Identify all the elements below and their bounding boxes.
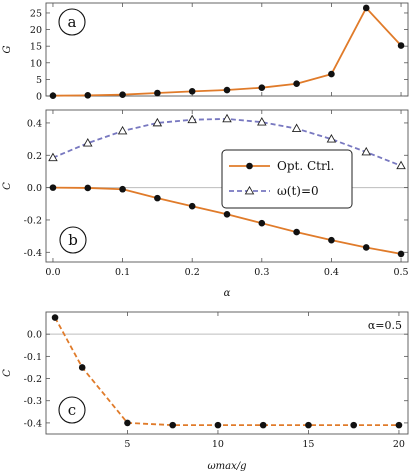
data-point-triangle: [187, 114, 197, 124]
data-point-dot: [258, 84, 266, 91]
data-point-dot: [362, 4, 370, 12]
data-point-dot: [78, 364, 86, 371]
data-point-dot: [169, 421, 176, 429]
data-point-dot: [223, 86, 231, 94]
x-tick-label: 5: [124, 439, 130, 450]
y-tick-label: 25: [30, 8, 42, 19]
y-tick-label: 0.4: [27, 118, 42, 129]
data-point-dot: [124, 419, 131, 427]
data-point-dot: [188, 202, 196, 210]
data-point-triangle: [222, 113, 232, 123]
data-point-dot: [395, 421, 403, 429]
data-point-dot: [362, 244, 370, 251]
data-point-dot: [397, 42, 405, 49]
x-tick-label: 0.0: [45, 267, 60, 278]
y-tick-label: 20: [30, 25, 42, 36]
data-point-triangle: [291, 123, 302, 132]
data-point-triangle: [257, 117, 267, 126]
data-point-dot: [51, 314, 59, 321]
data-point-triangle: [361, 146, 371, 156]
x-axis-label: α: [224, 288, 231, 299]
y-tick-label: 0.2: [27, 151, 42, 162]
data-point-dot: [328, 70, 335, 78]
y-tick-label: -0.2: [24, 374, 42, 385]
data-point-dot: [49, 184, 57, 191]
data-point-triangle: [48, 152, 58, 162]
data-point-dot: [259, 421, 267, 429]
data-point-dot: [84, 92, 92, 99]
y-tick-label: 5: [36, 75, 42, 86]
data-point-dot: [154, 89, 161, 97]
alpha-annotation: α=0.5: [368, 319, 402, 332]
data-point-dot: [119, 91, 126, 98]
x-tick-label: 15: [302, 439, 314, 450]
legend-label-free: ω(t)=0: [277, 184, 319, 198]
data-point-triangle: [152, 117, 163, 127]
legend-label-opt-ctrl: Opt. Ctrl.: [277, 159, 334, 173]
x-tick-label: 0.1: [115, 267, 130, 278]
panel-label: c: [68, 401, 76, 419]
data-point-triangle: [83, 138, 93, 147]
x-tick-label: 0.3: [254, 267, 269, 278]
panel-label-circle: [58, 396, 86, 424]
data-point-dot: [328, 236, 335, 244]
plot-frame: [45, 2, 409, 97]
data-point-dot: [305, 421, 312, 429]
y-axis-label: G: [2, 46, 13, 54]
data-point-dot: [84, 184, 92, 192]
panel-label-circle: [59, 226, 87, 254]
data-point-dot: [350, 421, 358, 429]
plot-frame: [45, 311, 409, 435]
y-axis-label: C: [2, 369, 13, 377]
data-point-dot: [223, 210, 231, 218]
data-point-triangle: [117, 125, 128, 135]
y-tick-label: -0.4: [24, 418, 42, 429]
series-line-0: [52, 7, 402, 97]
panel-label: b: [68, 231, 78, 249]
x-tick-label: 0.4: [324, 267, 339, 278]
panel-a-gain-plot: 0 5 10 15 20 25 Ga: [2, 2, 409, 103]
legend: Opt. Ctrl. ω(t)=0: [221, 149, 353, 209]
data-point-dot: [154, 194, 161, 202]
legend-marker-dot: [246, 162, 253, 170]
y-tick-label: 0.0: [27, 183, 42, 194]
y-tick-label: -0.2: [24, 215, 42, 226]
data-point-dot: [49, 92, 57, 99]
panel-b-correlation-vs-alpha-plot: 0.0 0.1 0.2 0.3 0.4 0.5 -0.4 -0.2 0.0 0.2 0.4 Cα Opt…: [2, 109, 409, 299]
x-tick-label: 0.2: [185, 267, 200, 278]
panel-label: a: [68, 13, 77, 31]
y-tick-label: 0: [36, 92, 42, 103]
data-point-dot: [293, 228, 300, 236]
data-point-dot: [188, 88, 196, 95]
data-point-dot: [258, 219, 266, 227]
y-axis-label: C: [2, 182, 13, 190]
y-tick-label: 0.0: [27, 330, 42, 341]
plot-frame: [45, 109, 409, 263]
data-point-triangle: [326, 133, 337, 143]
y-tick-label: 10: [30, 58, 42, 69]
data-point-dot: [119, 185, 126, 193]
x-axis-label: ωmax/g: [207, 461, 246, 472]
y-tick-label: -0.3: [24, 396, 42, 407]
x-tick-label: 0.5: [393, 267, 408, 278]
data-point-dot: [397, 250, 405, 258]
y-tick-label: -0.1: [24, 352, 42, 363]
y-tick-label: 15: [30, 42, 42, 53]
x-tick-label: 20: [393, 439, 405, 450]
panel-label-circle: [58, 8, 86, 36]
x-tick-label: 10: [212, 439, 224, 450]
data-point-triangle: [396, 160, 406, 170]
legend-marker-triangle: [244, 185, 255, 195]
data-point-dot: [214, 421, 222, 429]
y-tick-label: -0.4: [24, 248, 42, 259]
data-point-dot: [293, 80, 300, 88]
legend-box: [221, 149, 353, 209]
